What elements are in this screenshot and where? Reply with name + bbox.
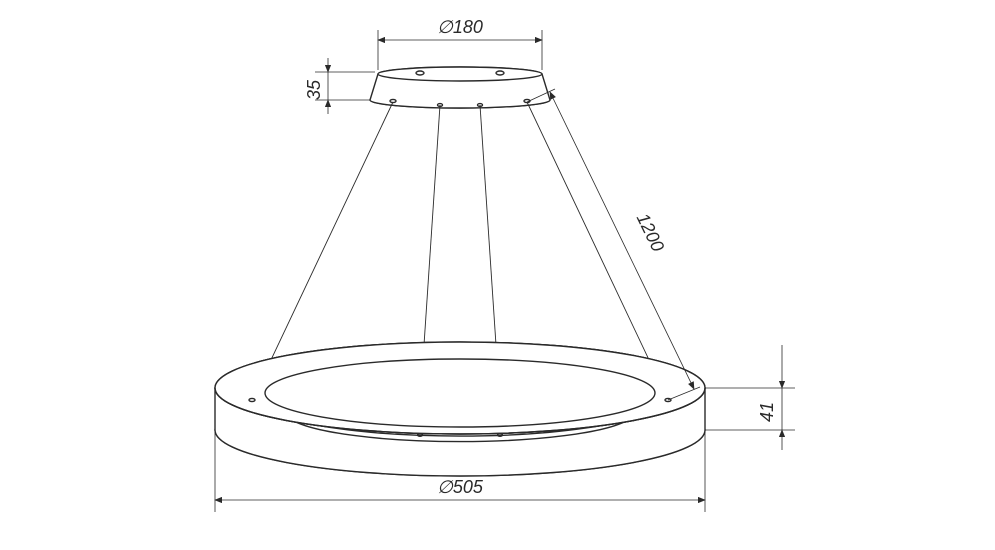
- dim-ring-height-label: 41: [757, 402, 777, 422]
- lamp-dimension-diagram: ∅180 35 1200 41 ∅505: [0, 0, 995, 550]
- canopy: [370, 67, 550, 108]
- ring: [215, 342, 705, 476]
- dim-canopy-diameter: ∅180: [378, 17, 542, 70]
- dim-canopy-height-label: 35: [304, 79, 324, 100]
- dim-ring-height: 41: [705, 345, 795, 450]
- dim-canopy-diameter-label: ∅180: [437, 17, 483, 37]
- dim-drop-length-label: 1200: [633, 210, 669, 255]
- dim-canopy-height: 35: [304, 58, 375, 114]
- dim-ring-diameter-label: ∅505: [437, 477, 484, 497]
